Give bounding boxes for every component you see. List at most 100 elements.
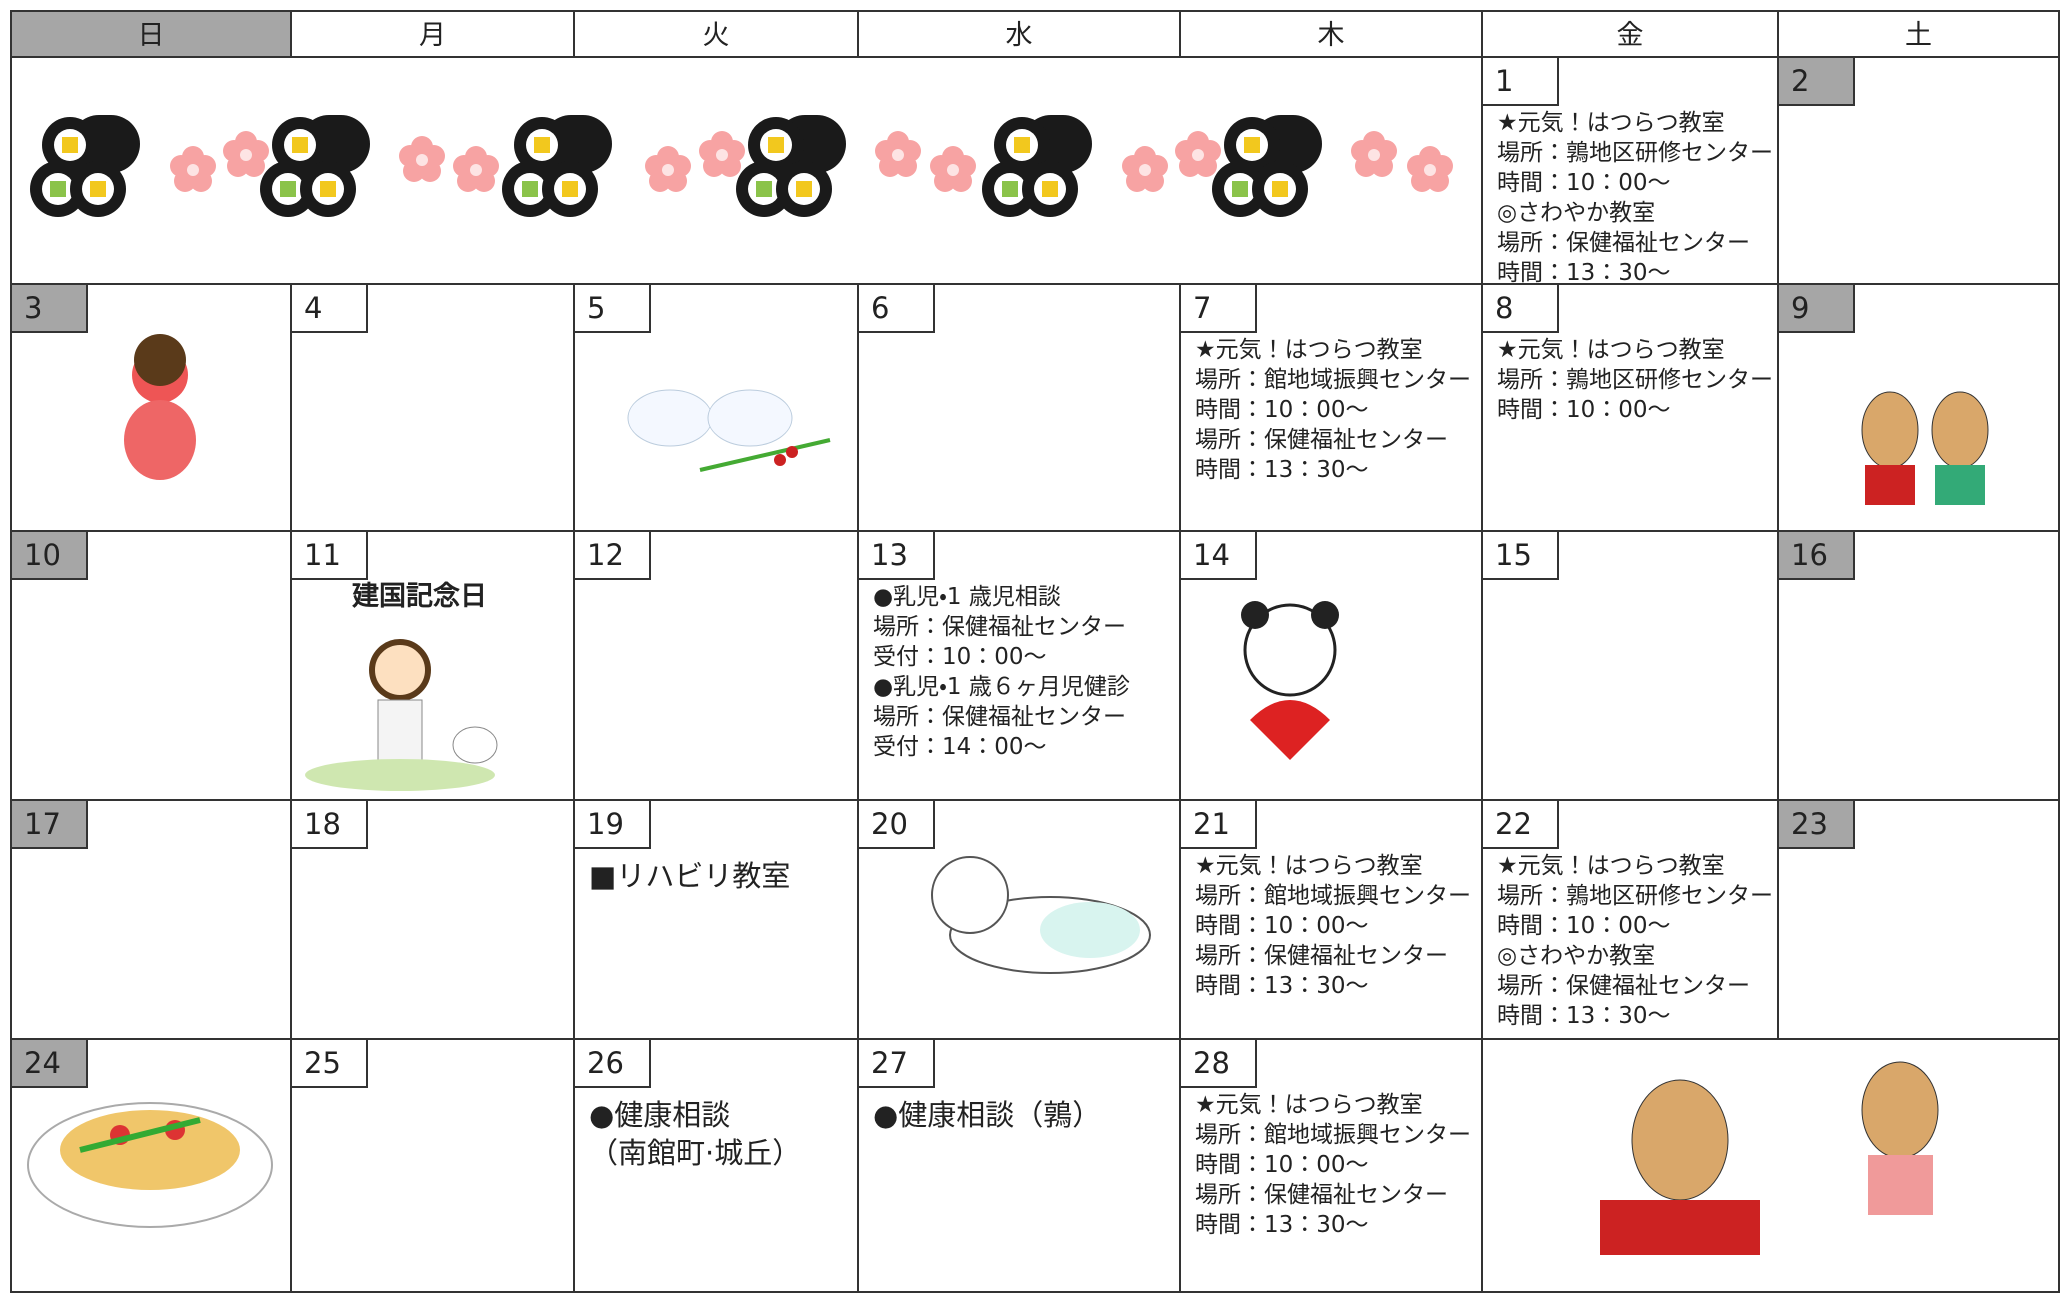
events: ★元気！はつらつ教室場所：館地域振興センター 時間：10：00～ 場所：保健福祉セン… <box>1195 851 1471 1001</box>
day-number: 22 <box>1483 801 1559 849</box>
events: ★元気！はつらつ教室場所：鶉地区研修センター 時間：10：00～ ◎さわやか教室場所… <box>1497 851 1773 1031</box>
event-line: 時間：10：00～ <box>1497 170 1671 196</box>
day-cell: 1 ★元気！はつらつ教室 場所：鶉地区研修センター 時間：10：00～ ◎さわやか教室場… <box>1483 58 1779 288</box>
event-line: 時間：13：30～ <box>1497 1003 1671 1029</box>
event-line: 場所：保健福祉センター <box>1195 427 1448 453</box>
day-cell: 2 <box>1779 58 2060 285</box>
event-line: 建国記念日 <box>352 581 487 612</box>
day-number: 5 <box>575 285 651 333</box>
day-number: 14 <box>1181 532 1257 580</box>
event-line: 場所：鶉地区研修センター <box>1497 367 1773 393</box>
event-line: 時間：10：00～ <box>1497 913 1671 939</box>
day-cell: 3 <box>10 285 292 532</box>
day-cell: 11 建国記念日 <box>292 532 575 801</box>
day-number: 16 <box>1779 532 1855 580</box>
day-cell: 15 <box>1483 532 1779 801</box>
event-line: 場所：保健福祉センター <box>1497 973 1750 999</box>
event-line: 時間：13：30～ <box>1195 973 1369 999</box>
event-line: 場所：保健福祉センター <box>873 614 1126 640</box>
day-number: 23 <box>1779 801 1855 849</box>
events: ■リハビリ教室 <box>589 857 790 895</box>
day-cell: 7 ★元気！はつらつ教室 場所：館地域振興センター 時間：10：00～ 場所：保健福祉セ… <box>1181 285 1483 532</box>
day-number: 15 <box>1483 532 1559 580</box>
day-header: 月 <box>292 10 575 58</box>
day-number: 13 <box>859 532 935 580</box>
event-line: ●健康相談（鶉） <box>873 1098 1102 1132</box>
events: ★元気！はつらつ教室 場所：館地域振興センター 時間：10：00～ 場所：保健福祉セン… <box>1195 1090 1471 1240</box>
event-line: 時間：10：00～ <box>1497 397 1671 423</box>
day-cell: 27 ●健康相談（鶉） <box>859 1040 1181 1293</box>
event-line: ●乳児・1 歳６ヶ月児健診 <box>873 674 1130 700</box>
day-cell: 9 <box>1779 285 2060 532</box>
event-line: ■リハビリ教室 <box>589 859 791 893</box>
event-line: 場所：保健福祉センター <box>873 704 1126 730</box>
day-number: 28 <box>1181 1040 1257 1088</box>
day-cell: 14 <box>1181 532 1483 801</box>
event-line: 時間：13：30～ <box>1195 457 1369 483</box>
day-cell: 5 <box>575 285 859 532</box>
day-cell: 23 <box>1779 801 2060 1040</box>
events: ★元気！はつらつ教室 場所：館地域振興センター 時間：10：00～ 場所：保健福祉セン… <box>1195 335 1471 485</box>
event-line: ◎さわやか教室 <box>1497 943 1656 969</box>
event-line: ◎さわやか教室 <box>1497 200 1656 226</box>
event-line: 時間：10：00～ <box>1195 397 1369 423</box>
day-header: 水 <box>859 10 1181 58</box>
day-header: 土 <box>1779 10 2060 58</box>
events: ●健康相談（鶉） <box>873 1096 1101 1134</box>
day-number: 11 <box>292 532 368 580</box>
event-line: 場所：館地域振興センター <box>1195 1122 1471 1148</box>
event-line: ★元気！はつらつ教室 <box>1195 853 1423 879</box>
events: ★元気！はつらつ教室場所：鶉地区研修センター 時間：10：00～ <box>1497 335 1773 425</box>
day-number: 12 <box>575 532 651 580</box>
events: ●乳児・1 歳児相談 場所：保健福祉センター 受付：10：00～ ●乳児・1 歳６ヶ月… <box>873 582 1130 762</box>
day-cell: 17 <box>10 801 292 1040</box>
day-cell: 28 ★元気！はつらつ教室 場所：館地域振興センター 時間：10：00～ 場所：保健福祉… <box>1181 1040 1483 1293</box>
day-number: 27 <box>859 1040 935 1088</box>
day-number: 6 <box>859 285 935 333</box>
day-cell: 10 <box>10 532 292 801</box>
day-header: 日 <box>10 10 292 58</box>
day-cell: 22 ★元気！はつらつ教室場所：鶉地区研修センター 時間：10：00～ ◎さわやか教室… <box>1483 801 1779 1040</box>
event-line: 場所：保健福祉センター <box>1195 1182 1448 1208</box>
day-cell: 12 <box>575 532 859 801</box>
day-number: 20 <box>859 801 935 849</box>
day-number: 4 <box>292 285 368 333</box>
day-cell: 19 ■リハビリ教室 <box>575 801 859 1040</box>
day-number: 1 <box>1483 58 1559 106</box>
event-line: ●健康相談 <box>589 1098 731 1132</box>
event-line: 場所：保健福祉センター <box>1497 230 1750 256</box>
event-line: ★元気！はつらつ教室 <box>1497 853 1725 879</box>
empty-span <box>1483 1040 2060 1293</box>
event-line: 受付：14：00～ <box>873 734 1047 760</box>
day-cell: 21 ★元気！はつらつ教室 場所：館地域振興センター 時間：10：00～ 場所：保健福祉… <box>1181 801 1483 1040</box>
day-header: 火 <box>575 10 859 58</box>
day-cell: 8 ★元気！はつらつ教室 場所：鶉地区研修センター 時間：10：00～ <box>1483 285 1779 532</box>
day-cell: 18 <box>292 801 575 1040</box>
day-number: 19 <box>575 801 651 849</box>
day-cell: 26 ●健康相談 （南館町·城丘） <box>575 1040 859 1293</box>
day-header: 木 <box>1181 10 1483 58</box>
day-number: 8 <box>1483 285 1559 333</box>
event-line: 時間：10：00～ <box>1195 913 1369 939</box>
events: ●健康相談 （南館町·城丘） <box>589 1096 801 1172</box>
day-number: 7 <box>1181 285 1257 333</box>
event-line: ★元気！はつらつ教室 <box>1497 337 1725 363</box>
empty-span <box>10 58 1483 285</box>
event-line: 時間：13：30～ <box>1497 260 1671 286</box>
day-header: 金 <box>1483 10 1779 58</box>
day-number: 24 <box>12 1040 88 1088</box>
day-number: 2 <box>1779 58 1855 106</box>
events: 建国記念日 <box>352 582 487 612</box>
event-line: 場所：鶉地区研修センター <box>1497 140 1773 166</box>
events: ★元気！はつらつ教室 場所：鶉地区研修センター 時間：10：00～ ◎さわやか教室 場所… <box>1497 108 1773 288</box>
day-number: 26 <box>575 1040 651 1088</box>
day-cell: 4 <box>292 285 575 532</box>
event-line: 場所：鶉地区研修センター <box>1497 883 1773 909</box>
event-line: 場所：館地域振興センター <box>1195 883 1471 909</box>
event-line: （南館町·城丘） <box>589 1136 802 1170</box>
event-line: 場所：館地域振興センター <box>1195 367 1471 393</box>
event-line: 場所：保健福祉センター <box>1195 943 1448 969</box>
day-cell: 20 <box>859 801 1181 1040</box>
